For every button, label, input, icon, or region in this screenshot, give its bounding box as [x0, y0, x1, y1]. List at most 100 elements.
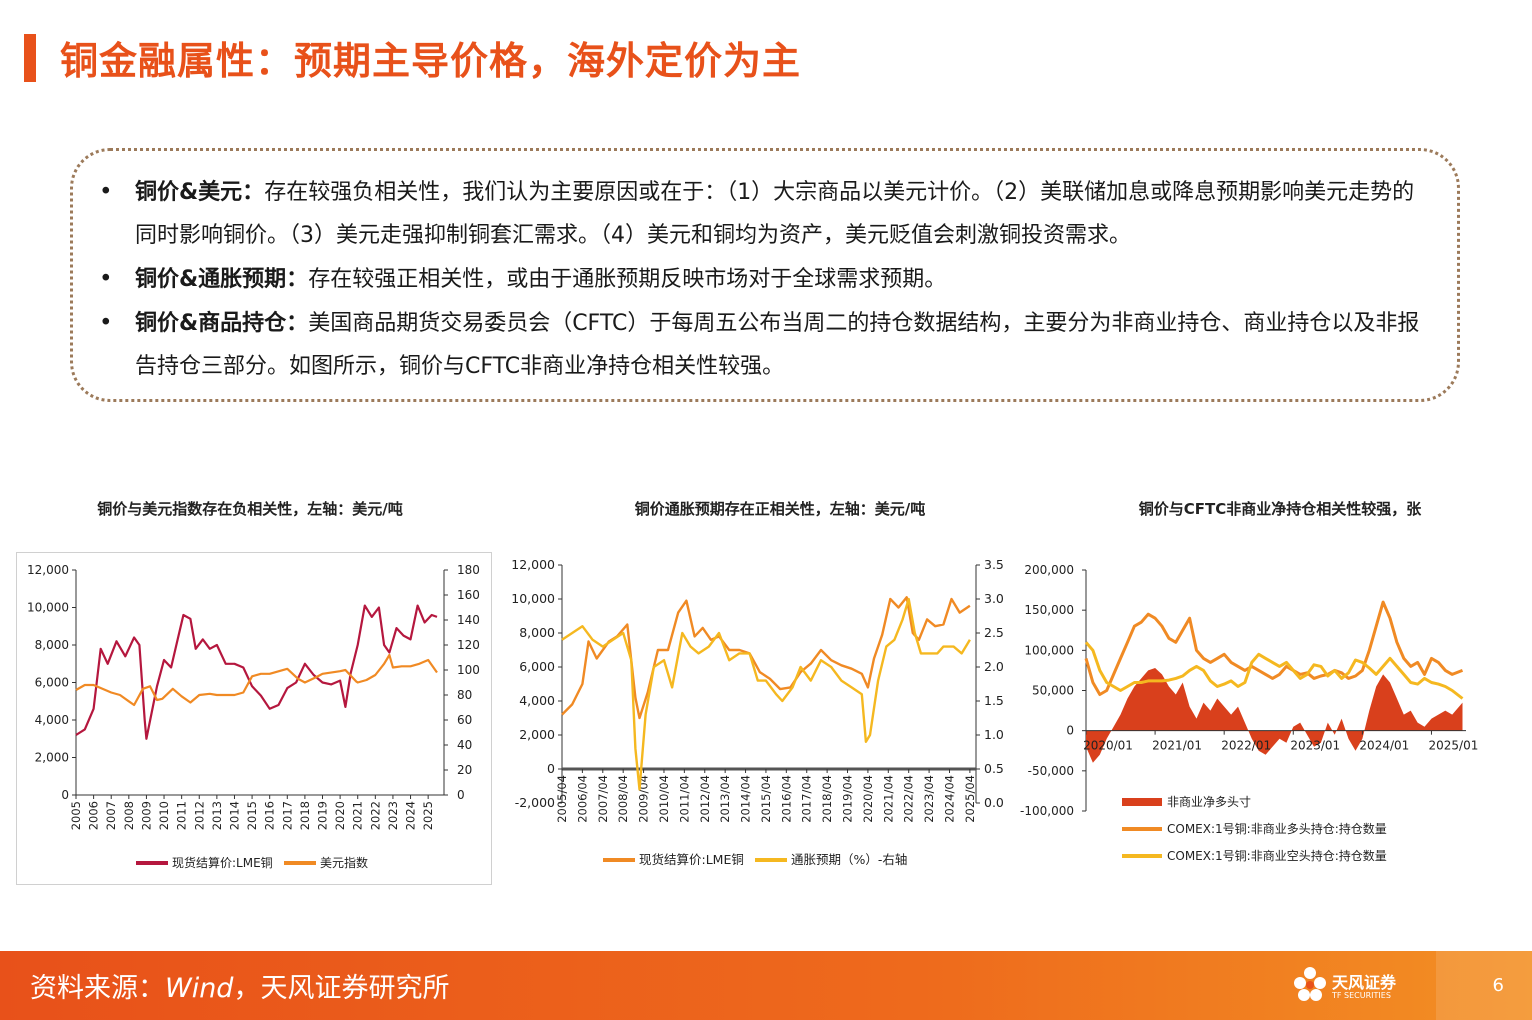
chart-3-left-tick-label: 200,000: [1024, 563, 1074, 577]
company-logo: 天风证券 TF SECURITIES: [1290, 963, 1450, 1011]
chart-1-right-tick-label: 120: [457, 638, 480, 652]
chart-2-x-tick-label: 2014/04: [739, 775, 753, 823]
chart-1-right-tick-label: 60: [457, 713, 472, 727]
chart-1-x-tick-label: 2014: [227, 801, 241, 830]
summary-bullet-2: 铜价&通胀预期：存在较强正相关性，或由于通胀预期反映市场对于全球需求预期。: [135, 258, 1435, 301]
chart-1-right-tick-label: 180: [457, 563, 480, 577]
chart-3-left-tick-label: 150,000: [1024, 603, 1074, 617]
chart-1-right-tick-label: 80: [457, 688, 472, 702]
chart-2-title: 铜价通胀预期存在正相关性，左轴：美元/吨: [634, 500, 926, 518]
chart-2-series-line-2: [561, 597, 971, 791]
logo-subtext: TF SECURITIES: [1332, 991, 1391, 1000]
chart-3-left-tick-label: 0: [1066, 724, 1074, 738]
chart-3-cftc-copper: -100,000 -50,000 0 50,000 100,000 150,000 200,…: [1020, 563, 1479, 863]
page-number-box: 6: [1436, 951, 1532, 1020]
bullet-marker: •: [99, 266, 113, 292]
chart-2-x-tick-label: 2012/04: [698, 775, 712, 823]
summary-bullet-1: 铜价&美元：存在较强负相关性，我们认为主要原因或在于：（1）大宗商品以美元计价。…: [135, 171, 1435, 257]
chart-1-left-tick-label: 10,000: [27, 601, 69, 615]
chart-3-legend-swatch: [1122, 798, 1162, 806]
bullet-body: 存在较强负相关性，我们认为主要原因或在于：（1）大宗商品以美元计价。（2）美联储…: [135, 180, 1415, 248]
chart-2-left-tick-label: 10,000: [511, 591, 555, 606]
chart-1-x-tick-label: 2011: [175, 801, 189, 830]
chart-1-right-tick-label: 20: [457, 763, 472, 777]
chart-1-x-tick-label: 2021: [351, 801, 365, 830]
bullet-marker: •: [99, 310, 113, 336]
title-accent-bar: [24, 34, 36, 82]
chart-3-x-tick-label: 2024/01: [1359, 739, 1409, 753]
chart-2-x-tick-label: 2023/04: [922, 775, 936, 823]
chart-1-usd-copper: 0 2,000 4,000 6,000 8,000 10,000 12,000 0 20 40 60…: [16, 552, 492, 885]
chart-2-right-tick-label: 3.5: [984, 557, 1004, 572]
chart-1-right-tick-label: 0: [457, 788, 465, 802]
chart-2-x-tick-label: 2013/04: [718, 775, 732, 823]
chart-1-left-tick-label: 4,000: [35, 713, 69, 727]
chart-1-x-tick-label: 2025: [421, 801, 435, 830]
bullet-label: 铜价&美元：: [135, 180, 265, 205]
chart-1-legend-label: 现货结算价:LME铜: [172, 855, 273, 870]
chart-3-net-long-area: [1086, 668, 1463, 763]
bullet-marker: •: [99, 179, 113, 205]
chart-3-left-tick-label: -50,000: [1028, 764, 1074, 778]
chart-1-left-tick-label: 0: [61, 788, 69, 802]
chart-1-x-tick-label: 2022: [368, 801, 382, 830]
summary-bullet-3: 铜价&商品持仓：美国商品期货交易委员会（CFTC）于每周五公布当周二的持仓数据结…: [135, 302, 1435, 388]
source-wind: Wind: [165, 973, 234, 1004]
chart-1-x-tick-label: 2018: [298, 801, 312, 830]
chart-2-right-tick-label: 3.0: [984, 591, 1004, 606]
chart-2-x-tick-label: 2007/04: [596, 775, 610, 823]
chart-3-series-line-2: [1084, 600, 1464, 696]
chart-2-x-tick-label: 2010/04: [657, 775, 671, 823]
chart-1-x-tick-label: 2024: [404, 801, 418, 830]
chart-2-right-tick-label: 0.5: [984, 761, 1004, 776]
chart-2-x-tick-label: 2015/04: [759, 775, 773, 823]
chart-1-x-tick-label: 2023: [386, 801, 400, 830]
chart-2-x-tick-label: 2021/04: [881, 775, 895, 823]
logo-text: 天风证券: [1332, 973, 1397, 992]
chart-2-right-tick-label: 1.5: [984, 693, 1004, 708]
chart-1-x-tick-label: 2005: [69, 801, 83, 830]
chart-3-left-tick-label: 50,000: [1032, 684, 1074, 698]
chart-3-x-tick-label: 2025/01: [1429, 739, 1479, 753]
chart-2-x-tick-label: 2006/04: [575, 775, 589, 823]
chart-1-series-line-1: [75, 604, 438, 740]
chart-2-x-tick-label: 2008/04: [616, 775, 630, 823]
chart-2-x-tick-label: 2024/04: [942, 775, 956, 823]
chart-2-left-tick-label: 6,000: [519, 659, 555, 674]
source-prefix: 资料来源：: [30, 973, 165, 1004]
bullet-body: 美国商品期货交易委员会（CFTC）于每周五公布当周二的持仓数据结构，主要分为非商…: [135, 311, 1420, 379]
chart-1-x-tick-label: 2019: [316, 801, 330, 830]
chart-2-x-tick-label: 2005/04: [555, 775, 569, 823]
chart-3-title: 铜价与CFTC非商业净持仓相关性较强，张: [1138, 500, 1422, 518]
chart-2-x-tick-label: 2016/04: [779, 775, 793, 823]
chart-1-x-tick-label: 2017: [280, 801, 294, 830]
chart-2-left-tick-label: -2,000: [515, 795, 555, 810]
chart-3-left-tick-label: -100,000: [1020, 804, 1074, 818]
chart-2-x-tick-label: 2025/04: [963, 775, 977, 823]
chart-1-title: 铜价与美元指数存在负相关性，左轴：美元/吨: [97, 500, 403, 518]
summary-box: • 铜价&美元：存在较强负相关性，我们认为主要原因或在于：（1）大宗商品以美元计…: [70, 148, 1460, 402]
chart-1-x-tick-label: 2008: [122, 801, 136, 830]
source-suffix: ，天风证券研究所: [233, 973, 450, 1004]
chart-2-x-tick-label: 2022/04: [902, 775, 916, 823]
chart-1-left-tick-label: 6,000: [35, 676, 69, 690]
chart-3-x-tick-label: 2023/01: [1290, 739, 1340, 753]
chart-1-x-tick-label: 2012: [192, 801, 206, 830]
chart-1-right-tick-label: 140: [457, 613, 480, 627]
flower-logo-icon: [1294, 967, 1326, 1001]
page-title: 铜金融属性：预期主导价格，海外定价为主: [60, 39, 802, 83]
chart-1-x-tick-label: 2007: [104, 801, 118, 830]
chart-2-x-tick-label: 2017/04: [800, 775, 814, 823]
chart-2-series-line-1: [561, 596, 971, 720]
chart-1-right-tick-label: 160: [457, 588, 480, 602]
chart-2-x-tick-label: 2018/04: [820, 775, 834, 823]
chart-1-legend-label: 美元指数: [320, 855, 368, 870]
chart-2-left-tick-label: 8,000: [519, 625, 555, 640]
chart-2-right-tick-label: 2.0: [984, 659, 1004, 674]
chart-2-left-tick-label: 4,000: [519, 693, 555, 708]
chart-2-legend-label: 通胀预期（%）-右轴: [791, 852, 907, 867]
chart-1-x-tick-label: 2015: [245, 801, 259, 830]
chart-1-x-tick-label: 2006: [87, 801, 101, 830]
chart-2-right-tick-label: 0.0: [984, 795, 1004, 810]
chart-2-left-tick-label: 2,000: [519, 727, 555, 742]
